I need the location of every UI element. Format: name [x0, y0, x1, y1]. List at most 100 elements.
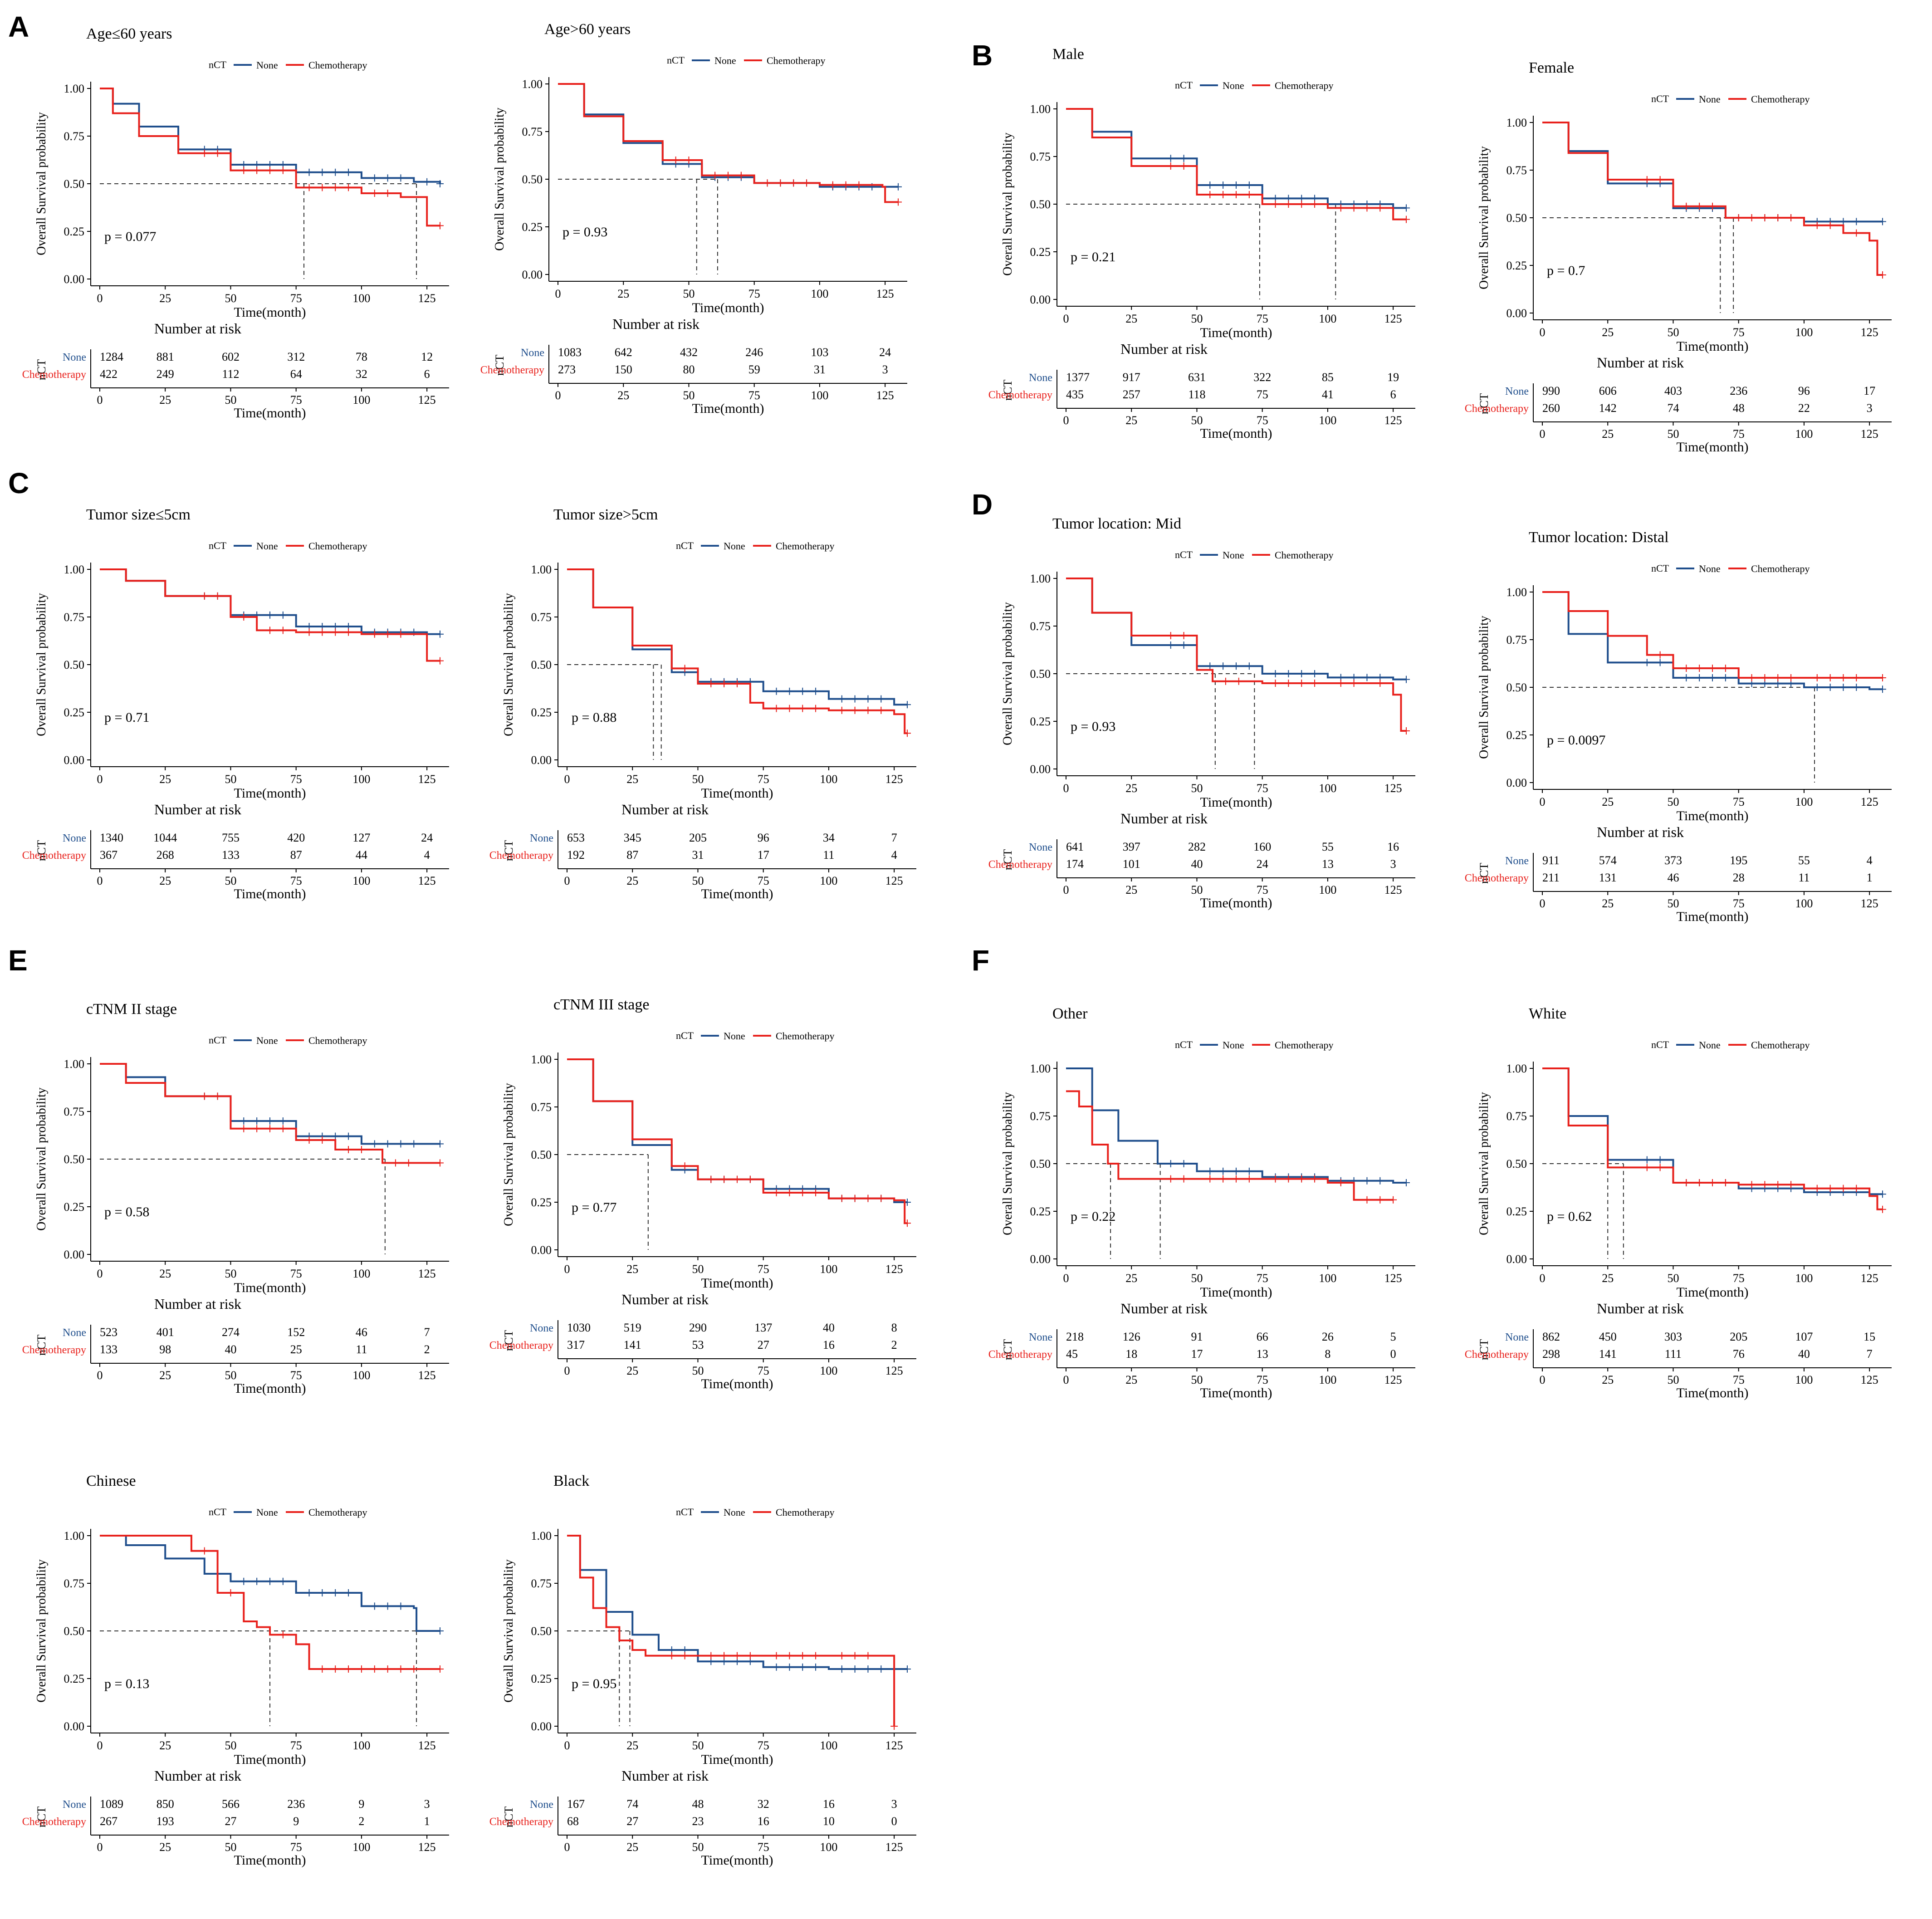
risk-x-tick-label: 75 [1733, 427, 1745, 441]
legend-label-chemo: Chemotherapy [1751, 93, 1810, 105]
p-value: p = 0.21 [1071, 250, 1115, 264]
x-tick-label: 100 [1795, 1272, 1813, 1285]
risk-count-chemo: 87 [626, 848, 638, 862]
risk-count-none: 1340 [100, 831, 123, 844]
km-curve-chemotherapy [1066, 1090, 1394, 1201]
legend-label-chemo: Chemotherapy [1751, 563, 1810, 574]
km-curve-none [1066, 1067, 1406, 1184]
risk-row-label-chemo: Chemotherapy [22, 850, 86, 862]
km-plot-age-le60: Age≤60 years nCT None Chemotherapy 0.00 0.25 0… [22, 25, 449, 421]
y-axis-label: Overall Survival probability [34, 593, 49, 736]
risk-x-tick-label: 100 [1319, 883, 1336, 896]
y-tick-label: 0.25 [1030, 715, 1051, 728]
x-tick-label: 0 [97, 1267, 103, 1280]
risk-count-none: 34 [823, 831, 835, 844]
y-tick-label: 1.00 [531, 1529, 552, 1542]
x-tick-label: 25 [159, 292, 171, 305]
risk-count-none: 127 [352, 831, 370, 844]
risk-count-chemo: 118 [1188, 388, 1205, 401]
risk-count-chemo: 4 [424, 848, 430, 862]
legend-title: nCT [676, 1506, 694, 1518]
x-tick-label: 100 [811, 287, 828, 300]
x-tick-label: 100 [820, 773, 837, 786]
legend-label-none: None [256, 59, 278, 71]
risk-x-tick-label: 0 [1540, 1373, 1546, 1386]
x-tick-label: 25 [159, 1739, 171, 1752]
risk-count-none: 15 [1864, 1330, 1875, 1343]
y-tick-label: 0.25 [1506, 1205, 1527, 1218]
risk-count-chemo: 17 [758, 848, 769, 862]
panel-label-d: D [972, 488, 993, 521]
risk-count-none: 195 [1730, 854, 1747, 867]
risk-x-tick-label: 25 [1602, 1373, 1614, 1386]
risk-count-none: 303 [1664, 1330, 1682, 1343]
legend-label-none: None [1223, 80, 1244, 91]
chart-title: Chinese [86, 1473, 136, 1489]
km-curve-none [567, 1535, 907, 1670]
legend-label-none: None [724, 1507, 745, 1518]
x-axis-label: Time(month) [1200, 1285, 1272, 1300]
y-axis-label: Overall Survival probability [493, 108, 507, 251]
risk-count-none: 602 [222, 350, 240, 363]
x-tick-label: 0 [97, 1739, 103, 1752]
y-tick-label: 0.50 [522, 173, 543, 186]
risk-table-ylabel: nCT [35, 1335, 48, 1356]
risk-count-none: 401 [157, 1326, 174, 1339]
risk-row-label-chemo: Chemotherapy [489, 1340, 553, 1351]
risk-count-none: 16 [1387, 840, 1399, 853]
risk-x-tick-label: 50 [1667, 427, 1679, 441]
x-tick-label: 125 [418, 773, 436, 786]
chart-title: Other [1052, 1005, 1088, 1022]
legend: nCT None Chemotherapy [209, 540, 367, 552]
risk-count-chemo: 422 [100, 367, 117, 381]
x-tick-label: 100 [352, 1739, 370, 1752]
risk-table-title: Number at risk [1597, 824, 1684, 840]
risk-row-label-chemo: Chemotherapy [988, 1349, 1052, 1361]
chart-title: cTNM III stage [553, 996, 649, 1013]
risk-count-none: 642 [615, 346, 632, 359]
x-tick-label: 25 [1125, 782, 1137, 795]
x-tick-label: 75 [1257, 1272, 1268, 1285]
risk-count-chemo: 13 [1257, 1347, 1268, 1361]
risk-count-none: 78 [356, 350, 367, 363]
x-axis-label: Time(month) [234, 786, 306, 801]
chart-title: Tumor size>5cm [553, 506, 658, 523]
x-tick-label: 125 [418, 1267, 436, 1280]
risk-table-title: Number at risk [1597, 1300, 1684, 1317]
x-tick-label: 100 [352, 1267, 370, 1280]
risk-count-chemo: 18 [1125, 1347, 1137, 1361]
risk-x-tick-label: 125 [1384, 414, 1402, 427]
risk-count-none: 137 [754, 1321, 772, 1334]
legend: nCT None Chemotherapy [676, 1030, 835, 1042]
x-tick-label: 75 [758, 1263, 769, 1276]
x-tick-label: 125 [1384, 782, 1402, 795]
km-curve-none [558, 83, 898, 188]
risk-count-chemo: 45 [1066, 1347, 1078, 1361]
risk-count-none: 3 [891, 1797, 897, 1811]
x-tick-label: 75 [290, 292, 302, 305]
y-tick-label: 0.00 [64, 1248, 85, 1261]
risk-x-tick-label: 125 [1384, 1373, 1402, 1386]
risk-count-none: 218 [1066, 1330, 1084, 1343]
y-axis-label: Overall Survival probability [34, 1559, 49, 1703]
risk-count-chemo: 64 [290, 367, 302, 381]
risk-x-axis-label: Time(month) [1200, 426, 1272, 441]
chart-title: Black [553, 1473, 589, 1489]
x-tick-label: 50 [225, 773, 236, 786]
y-tick-label: 0.25 [1030, 1205, 1051, 1218]
risk-count-chemo: 257 [1123, 388, 1140, 401]
risk-count-none: 24 [421, 831, 433, 844]
legend-label-none: None [724, 1030, 745, 1042]
risk-table-ylabel: nCT [1477, 1339, 1491, 1360]
km-curve-chemotherapy [567, 568, 907, 734]
km-curve-none [100, 1535, 440, 1632]
risk-x-tick-label: 50 [1191, 883, 1203, 896]
risk-count-chemo: 32 [356, 367, 367, 381]
y-tick-label: 0.25 [531, 1672, 552, 1685]
legend-label-none: None [256, 1035, 278, 1046]
risk-row-label-none: None [530, 1799, 553, 1811]
y-tick-label: 0.75 [1506, 164, 1527, 177]
p-value: p = 0.22 [1071, 1209, 1115, 1224]
risk-row-label-chemo: Chemotherapy [489, 1816, 553, 1828]
risk-x-tick-label: 125 [418, 874, 436, 887]
